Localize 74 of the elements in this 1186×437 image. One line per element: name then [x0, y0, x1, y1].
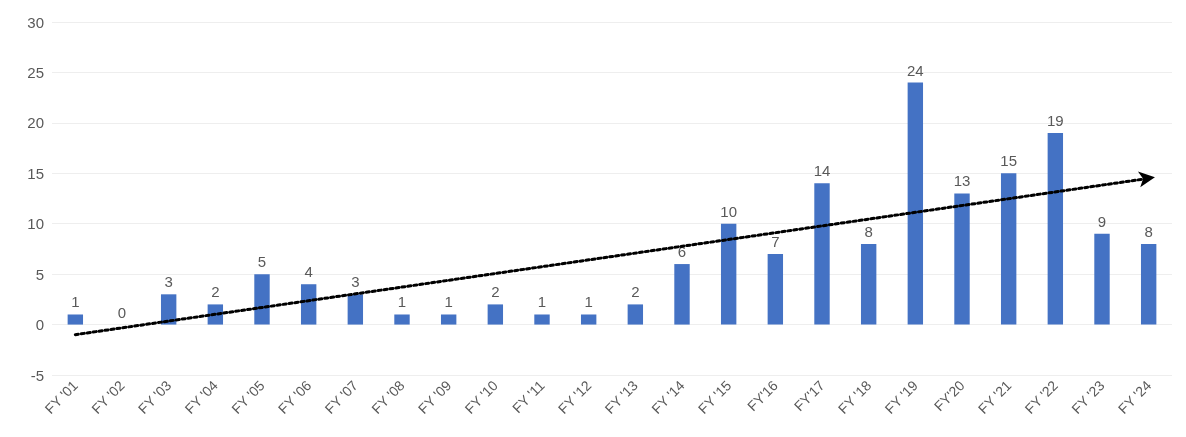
x-tick-label: FY '23: [1068, 377, 1108, 417]
x-tick-label: FY '12: [554, 377, 595, 417]
x-tick-label: FY '22: [1021, 377, 1062, 417]
bar: [720, 223, 737, 325]
x-tick-label: FY '07: [321, 377, 362, 417]
data-label: 19: [1046, 111, 1064, 129]
data-label: 3: [164, 273, 173, 291]
bar: [1047, 132, 1064, 325]
bar: [394, 314, 410, 325]
y-tick-label: 20: [27, 114, 44, 132]
bar: [160, 294, 177, 325]
data-label: 6: [677, 243, 687, 261]
data-label: 14: [813, 162, 831, 180]
data-label: 8: [864, 222, 873, 240]
x-tick-label: FY '04: [181, 377, 222, 417]
x-tick-label: FY '06: [274, 377, 315, 417]
bar: [860, 243, 877, 325]
bar: [534, 314, 550, 325]
bar: [347, 294, 364, 325]
data-label: 4: [304, 263, 313, 281]
data-label: 10: [720, 202, 738, 220]
x-tick-label: FY '13: [601, 377, 642, 417]
bar: [487, 304, 504, 325]
x-tick-label: FY '09: [414, 377, 455, 417]
x-tick-label: FY '05: [228, 377, 268, 417]
x-tick-label: FY '24: [1114, 377, 1155, 417]
bar: [674, 264, 690, 325]
bar: [1000, 173, 1017, 325]
bar: [954, 193, 970, 325]
data-label: 24: [906, 61, 924, 79]
bar: [580, 314, 597, 325]
bar: [1140, 243, 1157, 325]
data-label: 2: [211, 283, 220, 301]
x-tick-label: FY '19: [881, 377, 922, 417]
y-tick-label: 0: [35, 316, 44, 334]
y-tick-label: 15: [27, 164, 44, 182]
data-label: 1: [537, 293, 547, 311]
y-tick-label: 10: [27, 215, 44, 233]
x-tick-label: FY '21: [974, 377, 1015, 417]
bar: [67, 314, 84, 325]
x-tick-label: FY '02: [88, 377, 128, 417]
x-tick-label: FY '08: [368, 377, 408, 417]
x-tick-label: FY '14: [648, 377, 688, 417]
data-label: 2: [631, 283, 640, 301]
bar: [907, 82, 924, 325]
bar: [767, 253, 784, 325]
data-label: 9: [1097, 212, 1107, 230]
y-tick-label: 30: [27, 13, 44, 31]
bar: [254, 274, 270, 325]
data-label: 0: [117, 303, 127, 321]
bar: [1094, 233, 1110, 325]
data-label: 1: [444, 293, 453, 311]
data-label: 15: [1000, 152, 1018, 170]
data-label: 3: [351, 273, 360, 291]
bar: [440, 314, 457, 325]
data-label: 8: [1144, 222, 1153, 240]
y-tick-label: 5: [35, 265, 44, 283]
data-label: 13: [953, 172, 971, 190]
x-tick-label: FY '10: [461, 377, 502, 417]
y-tick-label: -5: [30, 366, 44, 384]
data-label: 1: [397, 293, 407, 311]
data-label: 7: [771, 232, 780, 250]
data-label: 2: [491, 283, 500, 301]
bar: [627, 304, 644, 325]
x-tick-label: FY '03: [134, 377, 175, 417]
x-tick-label: FY '11: [508, 377, 548, 417]
x-tick-label: FY '18: [834, 377, 875, 417]
x-tick-label: FY '15: [694, 377, 735, 417]
y-tick-label: 25: [27, 63, 44, 81]
data-label: 5: [257, 253, 267, 271]
bar: [814, 183, 830, 325]
data-label: 1: [584, 293, 593, 311]
data-label: 1: [71, 293, 80, 311]
bar: [300, 284, 317, 325]
